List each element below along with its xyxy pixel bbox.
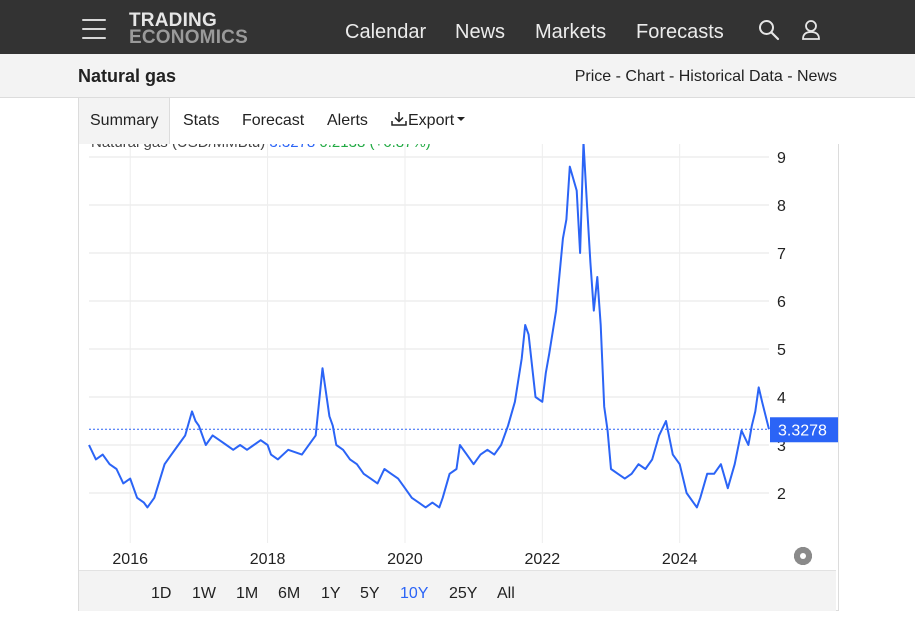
top-navbar: TRADING ECONOMICS Calendar News Markets … [0,0,915,54]
y-tick-label: 9 [777,150,786,167]
brand-line-2: ECONOMICS [129,27,248,48]
last-value-label: 3.3278 [778,422,827,439]
x-tick-label: 2020 [387,551,423,568]
range-1m[interactable]: 1M [236,585,259,602]
link-separator: - [782,68,797,85]
nav-markets[interactable]: Markets [535,21,607,43]
tab-forecast[interactable]: Forecast [242,112,305,129]
x-tick-label: 2016 [112,551,148,568]
gear-icon[interactable] [793,546,813,566]
range-all[interactable]: All [497,585,515,602]
y-tick-label: 4 [777,390,786,407]
range-6m[interactable]: 6M [278,585,301,602]
y-tick-label: 7 [777,246,786,263]
tab-summary[interactable]: Summary [78,98,171,144]
hamburger-menu-icon[interactable] [80,17,108,41]
x-tick-label: 2018 [250,551,286,568]
link-news[interactable]: News [796,68,837,85]
tab-stats[interactable]: Stats [183,112,220,129]
user-icon[interactable] [801,19,821,41]
range-1w[interactable]: 1W [192,585,216,602]
range-1y[interactable]: 1Y [321,585,341,602]
export-label: Export [408,112,455,129]
last-value-badge [770,417,838,443]
y-tick-label: 2 [777,486,786,503]
range-selector: 1D 1W 1M 6M 1Y 5Y 10Y 25Y All [79,570,836,611]
link-historical-data[interactable]: Historical Data [678,68,783,85]
link-separator: - [611,68,626,85]
y-tick-label: 6 [777,294,786,311]
caret-down-icon [457,117,466,121]
header-links: Price - Chart - Historical Data - News [575,68,837,86]
x-tick-label: 2024 [662,551,698,568]
range-10y[interactable]: 10Y [400,585,429,602]
tab-bar: Summary Stats Forecast Alerts Export [78,98,838,144]
range-5y[interactable]: 5Y [360,585,380,602]
y-tick-label: 3 [777,438,786,455]
nav-news[interactable]: News [455,21,506,43]
nav-calendar[interactable]: Calendar [345,21,427,43]
download-icon [391,112,407,126]
price-series-line [88,144,770,509]
x-tick-label: 2022 [525,551,561,568]
nav-forecasts[interactable]: Forecasts [636,21,724,43]
chart-legend: Natural gas (USD/MMBtu) 3.3278 0.2138 (+… [91,144,431,151]
range-1d[interactable]: 1D [151,585,172,602]
page-title: Natural gas [78,66,177,86]
tab-export[interactable]: Export [390,98,466,144]
range-25y[interactable]: 25Y [449,585,478,602]
link-price[interactable]: Price [574,68,612,85]
brand-logo[interactable]: TRADING ECONOMICS [129,10,248,48]
price-chart[interactable]: 234567891020162018202020222024Natural ga… [79,144,838,570]
brand-line-1: TRADING [129,10,217,31]
tab-alerts[interactable]: Alerts [327,112,368,129]
y-tick-label: 8 [777,198,786,215]
search-icon[interactable] [758,19,780,41]
link-chart[interactable]: Chart [625,68,665,85]
chart-panel: 234567891020162018202020222024Natural ga… [78,144,839,611]
link-separator: - [664,68,679,85]
y-tick-label: 5 [777,342,786,359]
page-header: Natural gas Price - Chart - Historical D… [0,54,915,98]
